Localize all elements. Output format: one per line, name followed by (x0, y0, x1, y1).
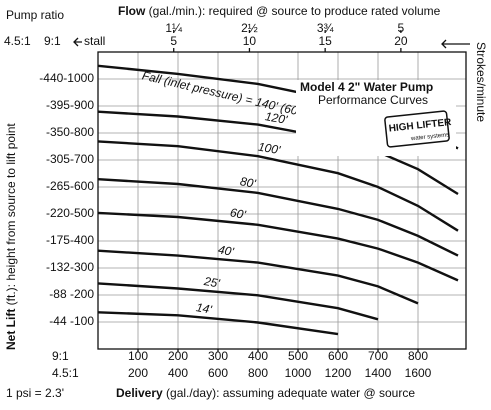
y-tick-label: -305-700 (46, 152, 94, 166)
flow-tick-label: 3¾ (317, 21, 335, 35)
strokes-tick-label: 10 (243, 34, 257, 48)
x-tick-label: 800 (408, 349, 428, 363)
curve-label: 14' (195, 300, 214, 317)
x-tick-label: 200 (168, 349, 188, 363)
x2-tick-label: 200 (128, 366, 148, 380)
ratio-small: 4.5:1 (4, 34, 31, 48)
strokes-tick-label: 5 (170, 34, 177, 48)
curve-label: 120' (264, 109, 289, 127)
x-tick-label: 700 (368, 349, 388, 363)
curve-label: 60' (229, 205, 248, 222)
flow-tick-label: 2½ (241, 21, 258, 35)
curve (97, 282, 379, 321)
x-tick-label: 100 (128, 349, 148, 363)
bottom-row-label: 9:1 (52, 349, 69, 363)
x2-tick-label: 800 (248, 366, 268, 380)
stall-label: stall (84, 34, 105, 48)
psi-note: 1 psi = 2.3' (6, 386, 64, 400)
y-tick-label: -350-800 (46, 125, 94, 139)
flow-tick-label: 1¼ (165, 21, 183, 35)
x2-tick-label: 400 (168, 366, 188, 380)
stall-arrow (73, 37, 82, 47)
x-tick-label: 300 (208, 349, 228, 363)
box-subtitle: Performance Curves (318, 93, 428, 107)
right-title: Strokes/minute (474, 42, 488, 122)
y-tick-label: -132-300 (46, 260, 94, 274)
bottom-row-label: 4.5:1 (52, 366, 79, 380)
y-tick-label: -220-500 (46, 206, 94, 220)
x2-tick-label: 1400 (365, 366, 392, 380)
strokes-tick-label: 15 (318, 34, 332, 48)
curve-name: 140' (254, 95, 280, 114)
x2-tick-label: 1600 (405, 366, 432, 380)
curve-prefix: Fall (inlet pressure) = (141, 69, 254, 108)
logo-frame (384, 110, 450, 148)
box-title: Model 4 2" Water Pump (300, 80, 433, 94)
curve-label: 25' (202, 274, 222, 291)
curve (97, 311, 339, 336)
ratio-large: 9:1 (44, 34, 61, 48)
x-tick-label: 600 (328, 349, 348, 363)
left-title: Net Lift (ft.): height from source to li… (4, 123, 18, 350)
y-tick-label: -395-900 (46, 98, 94, 112)
strokes-tick-label: 20 (394, 34, 408, 48)
y-tick-label: -440-1000 (39, 71, 94, 85)
curve (97, 211, 459, 282)
curve (97, 178, 459, 257)
x-tick-label: 400 (248, 349, 268, 363)
x2-tick-label: 1000 (285, 366, 312, 380)
flow-tick-label: 5 (398, 21, 405, 35)
y-tick-label: -265-600 (46, 179, 94, 193)
pump-ratio-label: Pump ratio (6, 8, 64, 22)
logo-sub: water systems (410, 132, 450, 142)
curve (97, 249, 419, 305)
x2-tick-label: 600 (208, 366, 228, 380)
curve-label: 40' (217, 242, 236, 259)
top-title: Flow (gal./min.): required @ source to p… (118, 4, 441, 18)
bottom-title: Delivery (gal./day): assuming adequate w… (116, 386, 415, 400)
y-tick-label: -88 -200 (49, 287, 94, 301)
curve-label: 80' (239, 174, 258, 191)
curve-label: 100' (257, 140, 282, 158)
x2-tick-label: 1200 (325, 366, 352, 380)
plot-frame (97, 51, 467, 350)
curve (97, 140, 459, 232)
y-tick-label: -44 -100 (49, 314, 94, 328)
x-tick-label: 500 (288, 349, 308, 363)
right-arrow (441, 39, 470, 49)
y-tick-label: -175-400 (46, 233, 94, 247)
